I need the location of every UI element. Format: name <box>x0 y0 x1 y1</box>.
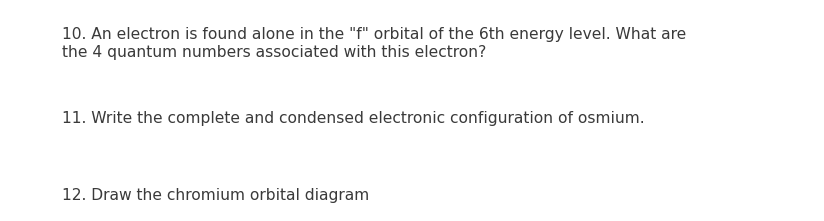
Text: 12. Draw the chromium orbital diagram: 12. Draw the chromium orbital diagram <box>62 188 369 203</box>
Text: 10. An electron is found alone in the "f" orbital of the 6th energy level. What : 10. An electron is found alone in the "f… <box>62 27 686 60</box>
Text: 11. Write the complete and condensed electronic configuration of osmium.: 11. Write the complete and condensed ele… <box>62 110 644 126</box>
